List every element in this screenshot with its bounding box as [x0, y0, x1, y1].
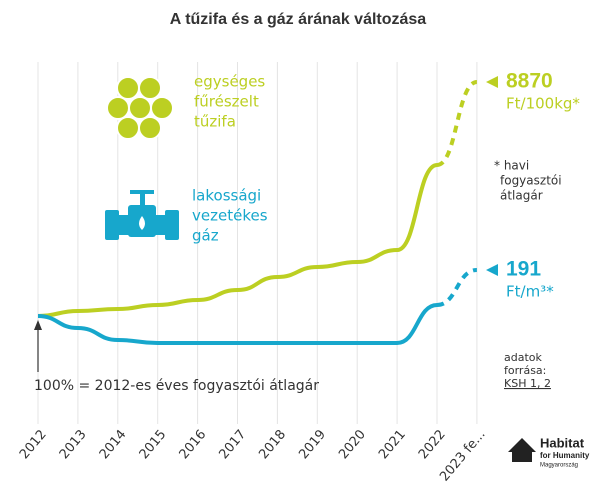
logo-text: for Humanity: [540, 451, 590, 460]
x-tick-label: 2017: [216, 427, 249, 462]
gas-icon: [105, 190, 179, 240]
x-tick-label: 2012: [17, 427, 50, 462]
x-tick-label: 2016: [177, 427, 210, 462]
x-tick-label: 2015: [137, 427, 170, 462]
legend-label: lakossági: [192, 187, 261, 205]
end-unit: Ft/100kg*: [506, 95, 580, 113]
note: * havi: [494, 159, 529, 173]
chart-title: A tűzifa és a gáz árának változása: [170, 11, 427, 28]
log-icon: [106, 76, 174, 140]
base-note: 100% = 2012-es éves fogyasztói átlagár: [34, 378, 319, 394]
source-link: KSH 1, 2: [504, 377, 551, 390]
line-0: [37, 163, 438, 318]
x-tick-label: 2013: [57, 427, 90, 462]
grid: [37, 62, 478, 424]
line-dashed-1: [436, 268, 478, 307]
logo-text: Magyarország: [540, 463, 578, 469]
end-marker: [486, 76, 498, 88]
source-label: forrása:: [504, 364, 546, 377]
end-value: 8870: [506, 70, 553, 93]
end-value: 191: [506, 258, 541, 281]
legend-label: egységes: [194, 73, 265, 91]
line-dashed-0: [436, 80, 478, 167]
end-marker: [486, 264, 498, 276]
x-tick-label: 2018: [256, 427, 289, 462]
legend-label: fűrészelt: [194, 93, 259, 111]
legend-label: vezetékes: [192, 207, 268, 225]
end-unit: Ft/m³*: [506, 283, 554, 301]
line-1: [37, 303, 438, 345]
base-arrowhead: [34, 320, 42, 330]
note: átlagár: [500, 189, 543, 203]
note: fogyasztói: [500, 174, 562, 188]
source-label: adatok: [504, 351, 543, 364]
x-tick-label: 2022: [416, 427, 449, 462]
x-tick-label: 2014: [97, 427, 130, 462]
x-tick-label: 2021: [376, 427, 409, 462]
legend-label: tűzifa: [194, 113, 236, 131]
logo-text: Habitat: [540, 435, 585, 450]
x-tick-label: 2020: [336, 427, 369, 462]
legend-label: gáz: [192, 227, 219, 245]
x-tick-label: 2019: [296, 427, 329, 462]
logo-mark: [508, 438, 536, 462]
